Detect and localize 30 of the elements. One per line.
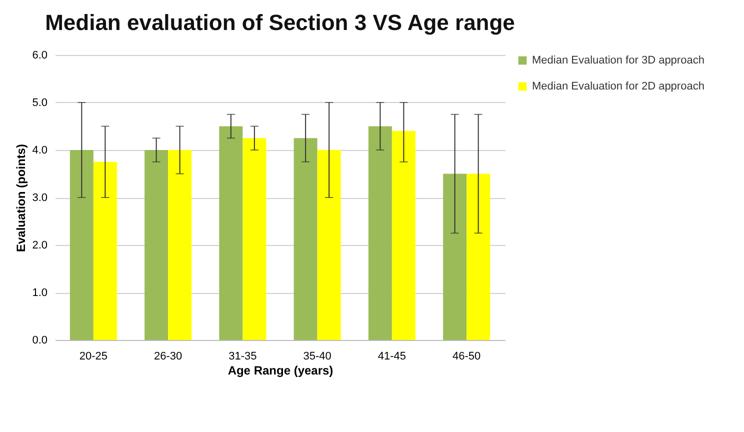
bar [443, 174, 467, 340]
y-tick-label: 4.0 [32, 144, 48, 156]
legend-label: Median Evaluation for 2D approach [532, 80, 704, 92]
bar [368, 126, 392, 340]
bar [144, 150, 168, 340]
y-axis-title: Evaluation (points) [14, 144, 28, 252]
bar [70, 150, 94, 340]
bar [219, 126, 243, 340]
legend-label: Median Evaluation for 3D approach [532, 54, 704, 66]
bar [317, 150, 341, 340]
chart-title: Median evaluation of Section 3 VS Age range [45, 10, 515, 35]
bar [466, 174, 490, 340]
bar [392, 131, 416, 340]
y-tick-label: 6.0 [32, 50, 48, 62]
x-tick-label: 46-50 [452, 350, 481, 362]
x-tick-label: 26-30 [154, 350, 182, 362]
bar [168, 150, 192, 340]
bar [93, 162, 117, 340]
bar [242, 138, 266, 340]
x-tick-label: 31-35 [228, 350, 257, 362]
x-axis-title: Age Range (years) [228, 364, 334, 378]
y-tick-label: 1.0 [32, 287, 48, 299]
y-tick-label: 5.0 [32, 97, 48, 109]
y-tick-label: 0.0 [32, 334, 48, 346]
y-tick-label: 3.0 [32, 192, 48, 204]
bar [294, 138, 318, 340]
x-tick-label: 41-45 [378, 350, 406, 362]
y-tick-label: 2.0 [32, 240, 48, 252]
x-tick-label: 20-25 [79, 350, 108, 362]
x-tick-label: 35-40 [303, 350, 332, 362]
